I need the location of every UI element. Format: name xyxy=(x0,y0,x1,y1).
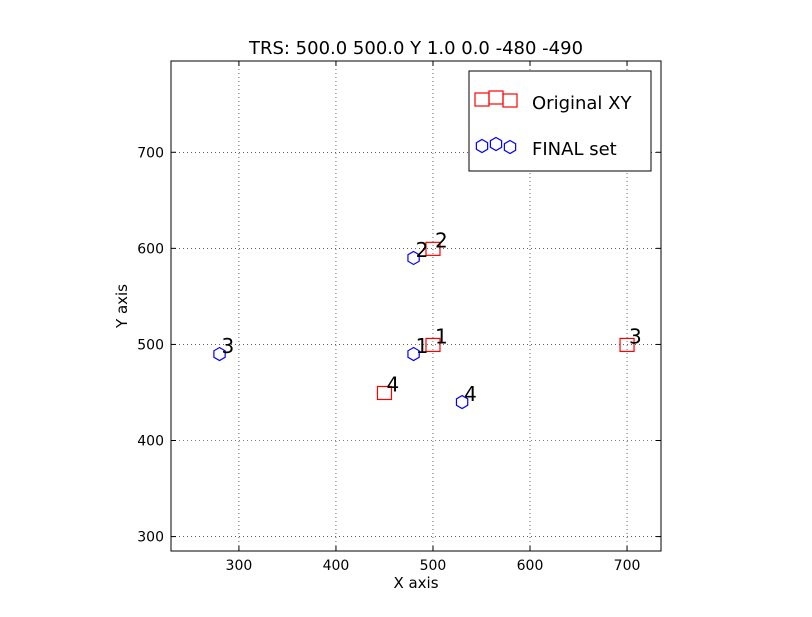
point-label: 3 xyxy=(629,324,642,348)
x-tick-label: 400 xyxy=(323,558,350,574)
legend-label-final-set: FINAL set xyxy=(532,139,617,160)
x-tick-label: 500 xyxy=(420,558,447,574)
point-label: 1 xyxy=(416,334,429,358)
original-xy-marker xyxy=(376,385,393,401)
x-tick-label: 600 xyxy=(517,558,544,574)
final-set-marker xyxy=(407,250,420,266)
legend-marker xyxy=(475,138,489,154)
final-set-marker xyxy=(213,346,226,362)
legend-label-original-xy: Original XY xyxy=(532,93,632,114)
axis-ticks: 300 400 500 600 700 300 400 500 600 700 xyxy=(137,61,661,574)
y-tick-label: 500 xyxy=(137,337,164,353)
legend-marker xyxy=(503,139,517,155)
x-tick-label: 700 xyxy=(614,558,641,574)
point-label: 2 xyxy=(416,238,429,262)
y-tick-label: 400 xyxy=(137,434,164,450)
point-label: 4 xyxy=(464,382,477,406)
plot-frame xyxy=(170,60,662,552)
legend-marker-original-xy xyxy=(474,90,518,108)
y-axis-label: Y axis xyxy=(113,284,131,329)
legend-marker-final-set xyxy=(475,136,517,155)
legend-marker xyxy=(489,136,503,152)
y-tick-label: 600 xyxy=(137,241,164,257)
point-label: 1 xyxy=(435,324,448,348)
y-tick-label: 700 xyxy=(137,145,164,161)
point-label: 2 xyxy=(435,228,448,252)
original-xy-marker xyxy=(425,241,441,256)
x-axis-label: X axis xyxy=(393,574,438,592)
point-label: 3 xyxy=(222,334,235,358)
legend: Original XY FINAL set xyxy=(468,70,652,172)
chart-title: TRS: 500.0 500.0 Y 1.0 0.0 -480 -490 xyxy=(248,38,583,59)
grid xyxy=(171,61,661,551)
final-set-marker xyxy=(455,394,469,410)
legend-box xyxy=(468,70,652,172)
y-tick-label: 300 xyxy=(137,530,164,546)
original-xy-marker xyxy=(619,337,635,353)
original-xy-marker xyxy=(425,337,441,353)
point-label: 4 xyxy=(386,372,399,396)
legend-marker xyxy=(502,93,518,108)
final-set-marker xyxy=(407,346,420,362)
x-tick-label: 300 xyxy=(226,558,253,574)
